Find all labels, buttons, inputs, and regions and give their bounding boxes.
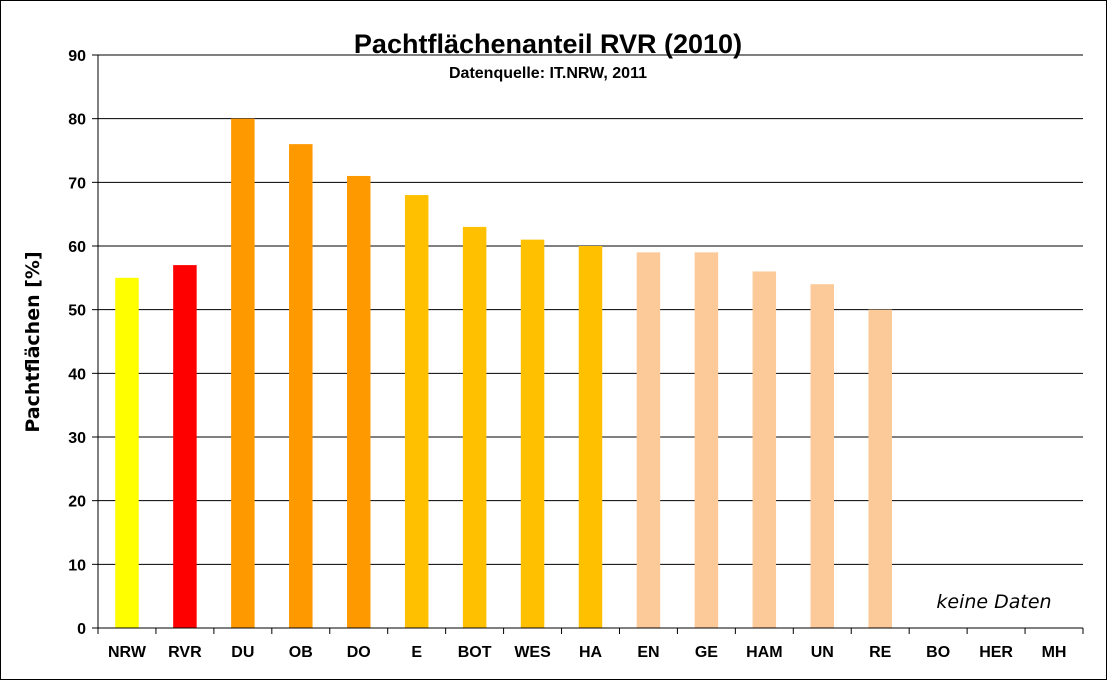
x-tick-label: BOT bbox=[458, 644, 492, 661]
bars bbox=[115, 118, 892, 629]
y-tick-label: 90 bbox=[68, 48, 86, 65]
y-tick-label: 80 bbox=[68, 112, 86, 129]
x-tick-label: HER bbox=[979, 644, 1013, 661]
y-tick-label: 40 bbox=[68, 366, 86, 383]
x-tick-labels: NRW RVR DU OB DO E BOT WES HA EN GE HAM UN RE BO HER MH bbox=[108, 644, 1066, 661]
bar-e bbox=[404, 195, 429, 629]
y-tick-label: 70 bbox=[68, 175, 86, 192]
bar-en bbox=[636, 252, 661, 628]
x-tick-label: EN bbox=[637, 644, 659, 661]
chart-subtitle: Datenquelle: IT.NRW, 2011 bbox=[449, 65, 647, 82]
bar-wes bbox=[520, 239, 545, 628]
y-tick-label: 60 bbox=[68, 239, 86, 256]
x-tick-label: RE bbox=[869, 644, 892, 661]
bar-nrw bbox=[115, 277, 139, 628]
y-tick-label: 30 bbox=[68, 430, 86, 447]
y-tick-label: 10 bbox=[68, 557, 86, 574]
x-tick-label: BO bbox=[926, 644, 950, 661]
y-tick-label: 20 bbox=[68, 494, 86, 511]
y-axis-label: Pachtflächen [%] bbox=[22, 251, 44, 432]
no-data-annotation: keine Daten bbox=[936, 591, 1051, 613]
x-tick-label: DU bbox=[231, 644, 254, 661]
bar-re bbox=[868, 309, 892, 628]
bar-rvr bbox=[173, 265, 197, 628]
y-tick-label: 0 bbox=[77, 621, 86, 638]
bar-ham bbox=[752, 271, 777, 628]
x-tick-label: HAM bbox=[746, 644, 782, 661]
x-tick-label: DO bbox=[347, 644, 371, 661]
x-tick-label: HA bbox=[579, 644, 603, 661]
bar-du bbox=[231, 118, 255, 629]
bar-bot bbox=[462, 226, 487, 628]
x-tick-label: MH bbox=[1042, 644, 1067, 661]
chart-title: Pachtflächenanteil RVR (2010) bbox=[354, 29, 742, 59]
x-tick-label: E bbox=[411, 644, 422, 661]
y-tick-labels: 0 10 20 30 40 50 60 70 80 90 bbox=[68, 48, 86, 638]
bar-ob bbox=[289, 144, 313, 628]
x-tick-label: OB bbox=[289, 644, 313, 661]
bar-un bbox=[810, 284, 835, 628]
bar-ha bbox=[578, 246, 603, 628]
x-tick-label: WES bbox=[514, 644, 551, 661]
bar-ge bbox=[694, 252, 719, 628]
bar-do bbox=[346, 175, 371, 628]
axes bbox=[92, 54, 1084, 634]
y-tick-label: 50 bbox=[68, 303, 86, 320]
x-tick-label: UN bbox=[811, 644, 834, 661]
x-tick-label: NRW bbox=[108, 644, 147, 661]
x-tick-label: RVR bbox=[168, 644, 202, 661]
x-tick-label: GE bbox=[695, 644, 718, 661]
